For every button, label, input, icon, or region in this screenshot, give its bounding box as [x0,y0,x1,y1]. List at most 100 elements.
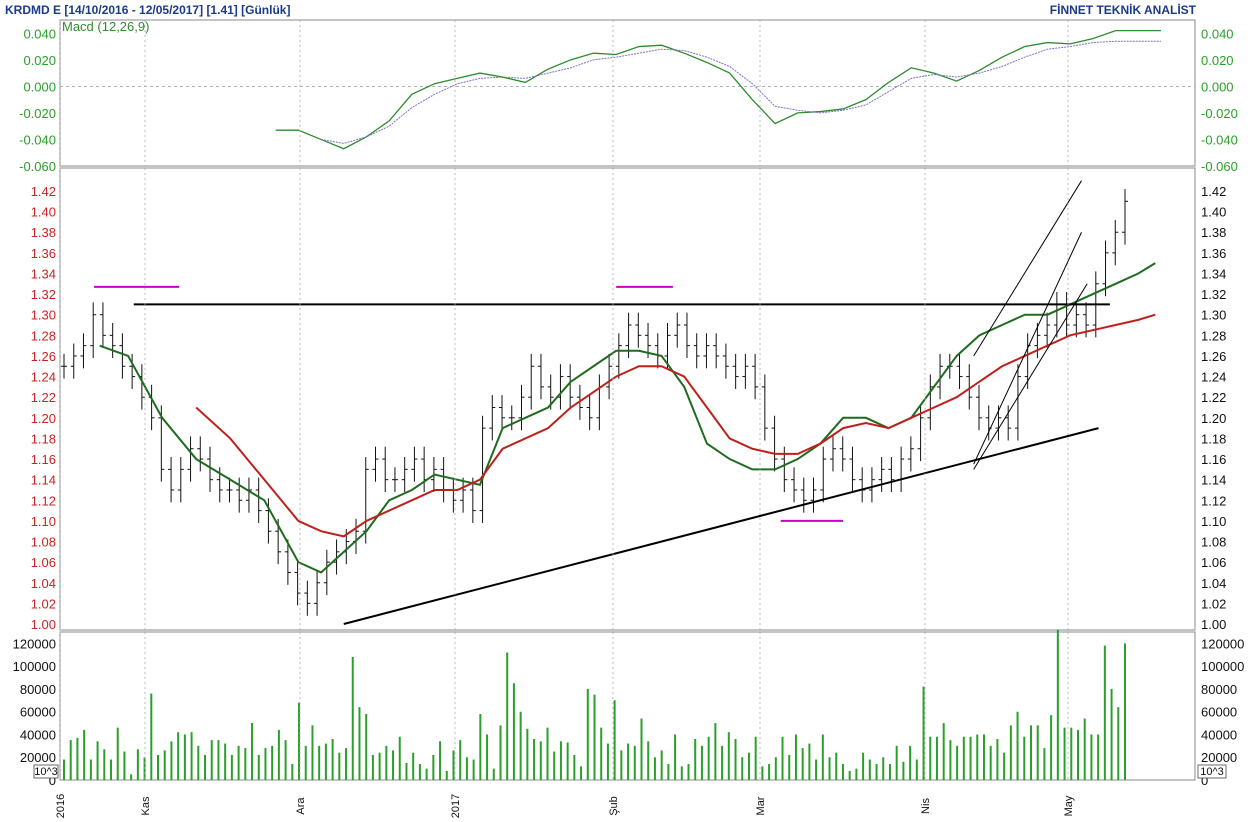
channel-upper-line [973,180,1082,357]
price-tick-right: 1.26 [1201,349,1226,364]
volume-tick-right: 120000 [1201,636,1244,651]
price-tick-right: 1.24 [1201,370,1226,385]
macd-tick-left: 0.040 [23,26,56,41]
macd-tick-right: 0.040 [1201,26,1234,41]
x-tick-label: Ara [295,797,307,815]
price-tick-right: 1.28 [1201,328,1226,343]
price-tick-left: 1.26 [31,349,56,364]
x-tick-label: May [1063,795,1075,816]
price-tick-left: 1.06 [31,555,56,570]
volume-tick-left: 100000 [13,659,56,674]
price-tick-left: 1.10 [31,514,56,529]
price-tick-right: 1.14 [1201,473,1226,488]
volume-tick-left: 120000 [13,636,56,651]
volume-tick-right: 80000 [1201,682,1237,697]
price-tick-left: 1.42 [31,184,56,199]
volume-tick-left: 40000 [20,727,56,742]
volume-tick-left: 60000 [20,705,56,720]
x-tick-label: 2016 [55,794,67,818]
price-tick-right: 1.18 [1201,431,1226,446]
macd-tick-right: -0.060 [1201,159,1238,174]
price-tick-left: 1.30 [31,308,56,323]
brand-label: FİNNET TEKNİK ANALİST [1050,2,1197,17]
price-tick-right: 1.20 [1201,411,1226,426]
price-tick-left: 1.00 [31,617,56,632]
price-tick-left: 1.14 [31,473,56,488]
volume-tick-right: 60000 [1201,705,1237,720]
x-tick-label: Nis [920,798,932,814]
macd-tick-right: 0.000 [1201,79,1234,94]
macd-tick-left: 0.000 [23,79,56,94]
support-line [343,427,1099,625]
unit-box-right [1197,764,1227,779]
price-tick-left: 1.02 [31,596,56,611]
price-tick-right: 1.36 [1201,246,1226,261]
chart-title: KRDMD E [14/10/2016 - 12/05/2017] [1.41]… [5,3,290,17]
price-tick-left: 1.08 [31,535,56,550]
price-tick-right: 1.34 [1201,266,1226,281]
macd-tick-left: -0.040 [19,132,56,147]
unit-label-left: 10^3 [34,766,58,778]
macd-frame [59,19,1196,167]
x-tick-label: 2017 [450,794,462,818]
macd-line [275,29,1161,150]
price-tick-left: 1.20 [31,411,56,426]
x-tick-label: Şub [608,796,620,816]
price-tick-right: 1.02 [1201,596,1226,611]
price-tick-right: 1.32 [1201,287,1226,302]
ema-fast-line [99,262,1156,574]
price-tick-left: 1.12 [31,493,56,508]
macd-tick-left: -0.020 [19,106,56,121]
price-tick-left: 1.22 [31,390,56,405]
price-tick-right: 1.30 [1201,308,1226,323]
price-tick-right: 1.22 [1201,390,1226,405]
volume-tick-left: 0 [49,773,56,788]
price-tick-left: 1.18 [31,431,56,446]
unit-box-left [33,764,59,779]
macd-panel: 0.040 0.040 0.020 0.020 0.000 0.000 -0.020 -0.0… [19,19,1238,174]
price-tick-right: 1.12 [1201,493,1226,508]
macd-tick-right: 0.020 [1201,53,1234,68]
price-tick-left: 1.16 [31,452,56,467]
price-tick-left: 1.36 [31,246,56,261]
price-tick-right: 1.00 [1201,617,1226,632]
volume-tick-left: 80000 [20,682,56,697]
price-tick-left: 1.34 [31,266,56,281]
volume-tick-left: 20000 [20,750,56,765]
x-tick-label: Kas [140,796,152,815]
price-frame [59,167,1196,631]
price-tick-left: 1.04 [31,576,56,591]
channel-mid-line [973,232,1082,465]
price-tick-right: 1.08 [1201,535,1226,550]
price-tick-left: 1.24 [31,370,56,385]
signal-line [320,40,1161,144]
macd-label: Macd (12,26,9) [62,19,149,34]
price-panel: 1.42 1.42 1.40 1.40 1.38 1.38 1.36 1.36 1.34 1.34… [31,167,1226,632]
macd-tick-left: 0.020 [23,53,56,68]
price-tick-right: 1.04 [1201,576,1226,591]
x-tick-label: Mar [755,796,767,815]
volume-tick-right: 40000 [1201,727,1237,742]
volume-tick-right: 100000 [1201,659,1244,674]
macd-tick-left: -0.060 [19,159,56,174]
volume-panel: 120000 120000 100000 100000 80000 80000 60000 6… [13,629,1244,788]
volume-tick-right: 0 [1201,773,1208,788]
channel-lower-line [973,283,1088,470]
volume-tick-right: 20000 [1201,750,1237,765]
price-tick-right: 1.10 [1201,514,1226,529]
x-axis: 2016 Kas Ara 2017 Şub Mar Nis May [55,794,1075,818]
price-tick-right: 1.06 [1201,555,1226,570]
ema-slow-line [195,313,1156,538]
price-tick-left: 1.38 [31,225,56,240]
price-tick-right: 1.16 [1201,452,1226,467]
price-tick-left: 1.32 [31,287,56,302]
price-tick-right: 1.38 [1201,225,1226,240]
price-tick-right: 1.40 [1201,205,1226,220]
macd-tick-right: -0.040 [1201,132,1238,147]
unit-label-right: 10^3 [1200,766,1224,778]
price-tick-left: 1.28 [31,328,56,343]
price-tick-right: 1.42 [1201,184,1226,199]
price-tick-left: 1.40 [31,205,56,220]
macd-tick-right: -0.020 [1201,106,1238,121]
